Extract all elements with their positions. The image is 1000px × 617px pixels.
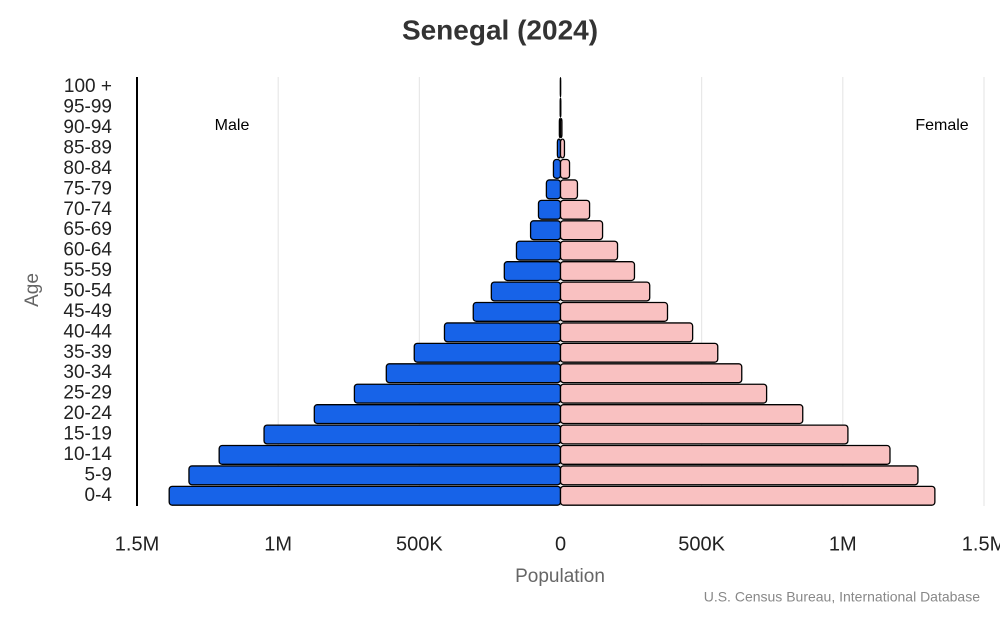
chart-title: Senegal (2024) <box>402 14 598 45</box>
bar <box>561 323 693 342</box>
y-tick-label: 0-4 <box>85 485 113 506</box>
y-tick-label: 35-39 <box>63 342 112 363</box>
bar <box>504 262 560 281</box>
bar <box>169 486 560 505</box>
bar <box>516 241 560 260</box>
bar <box>561 221 603 240</box>
bar <box>553 160 560 179</box>
bar <box>561 119 562 138</box>
x-tick-label: 500K <box>396 533 443 555</box>
bar <box>531 221 561 240</box>
bar <box>561 343 718 362</box>
y-tick-label: 5-9 <box>85 464 112 485</box>
y-tick-label: 40-44 <box>63 321 112 342</box>
y-axis-title: Age <box>22 273 43 307</box>
bar <box>561 486 935 505</box>
bar <box>561 303 668 322</box>
x-tick-label: 500K <box>678 533 725 555</box>
y-tick-label: 65-69 <box>63 219 112 240</box>
bar <box>219 446 560 465</box>
bar <box>561 282 650 301</box>
bar <box>561 364 742 383</box>
y-tick-label: 10-14 <box>63 444 112 465</box>
y-tick-label: 60-64 <box>63 240 112 261</box>
y-tick-label: 85-89 <box>63 138 112 159</box>
x-tick-label: 1M <box>264 533 292 555</box>
bar <box>561 139 565 158</box>
bar <box>473 303 560 322</box>
y-tick-label: 100 + <box>64 76 112 97</box>
bar <box>354 384 560 403</box>
y-tick-label: 45-49 <box>63 301 112 322</box>
y-tick-label: 75-79 <box>63 178 112 199</box>
bar <box>386 364 560 383</box>
bar <box>561 425 848 444</box>
bar <box>314 405 560 424</box>
bar <box>444 323 560 342</box>
bar <box>561 241 618 260</box>
y-tick-label: 55-59 <box>63 260 112 281</box>
y-tick-label: 95-99 <box>63 97 112 118</box>
bar <box>561 262 635 281</box>
source-note: U.S. Census Bureau, International Databa… <box>704 589 980 605</box>
bar <box>546 180 560 199</box>
bar <box>561 384 767 403</box>
bar <box>561 160 570 179</box>
y-tick-label: 90-94 <box>63 117 112 138</box>
bar <box>538 200 560 219</box>
bar <box>264 425 560 444</box>
bar <box>561 200 590 219</box>
bar <box>561 405 803 424</box>
y-tick-label: 20-24 <box>63 403 112 424</box>
y-tick-label: 30-34 <box>63 362 112 383</box>
y-tick-label: 50-54 <box>63 281 112 302</box>
bar <box>491 282 560 301</box>
y-tick-label: 15-19 <box>63 424 112 445</box>
bar <box>561 446 890 465</box>
bar <box>414 343 560 362</box>
bar <box>561 466 918 485</box>
x-tick-label: 1.5M <box>962 533 1000 555</box>
x-tick-label: 1.5M <box>115 533 159 555</box>
y-tick-label: 80-84 <box>63 158 112 179</box>
legend-label: Male <box>215 117 250 134</box>
x-tick-label: 0 <box>555 533 566 555</box>
legend-label: Female <box>915 117 968 134</box>
x-tick-label: 1M <box>829 533 857 555</box>
bar <box>561 180 578 199</box>
y-tick-label: 70-74 <box>63 199 112 220</box>
bar <box>189 466 561 485</box>
y-tick-label: 25-29 <box>63 383 112 404</box>
x-axis-title: Population <box>515 566 605 587</box>
